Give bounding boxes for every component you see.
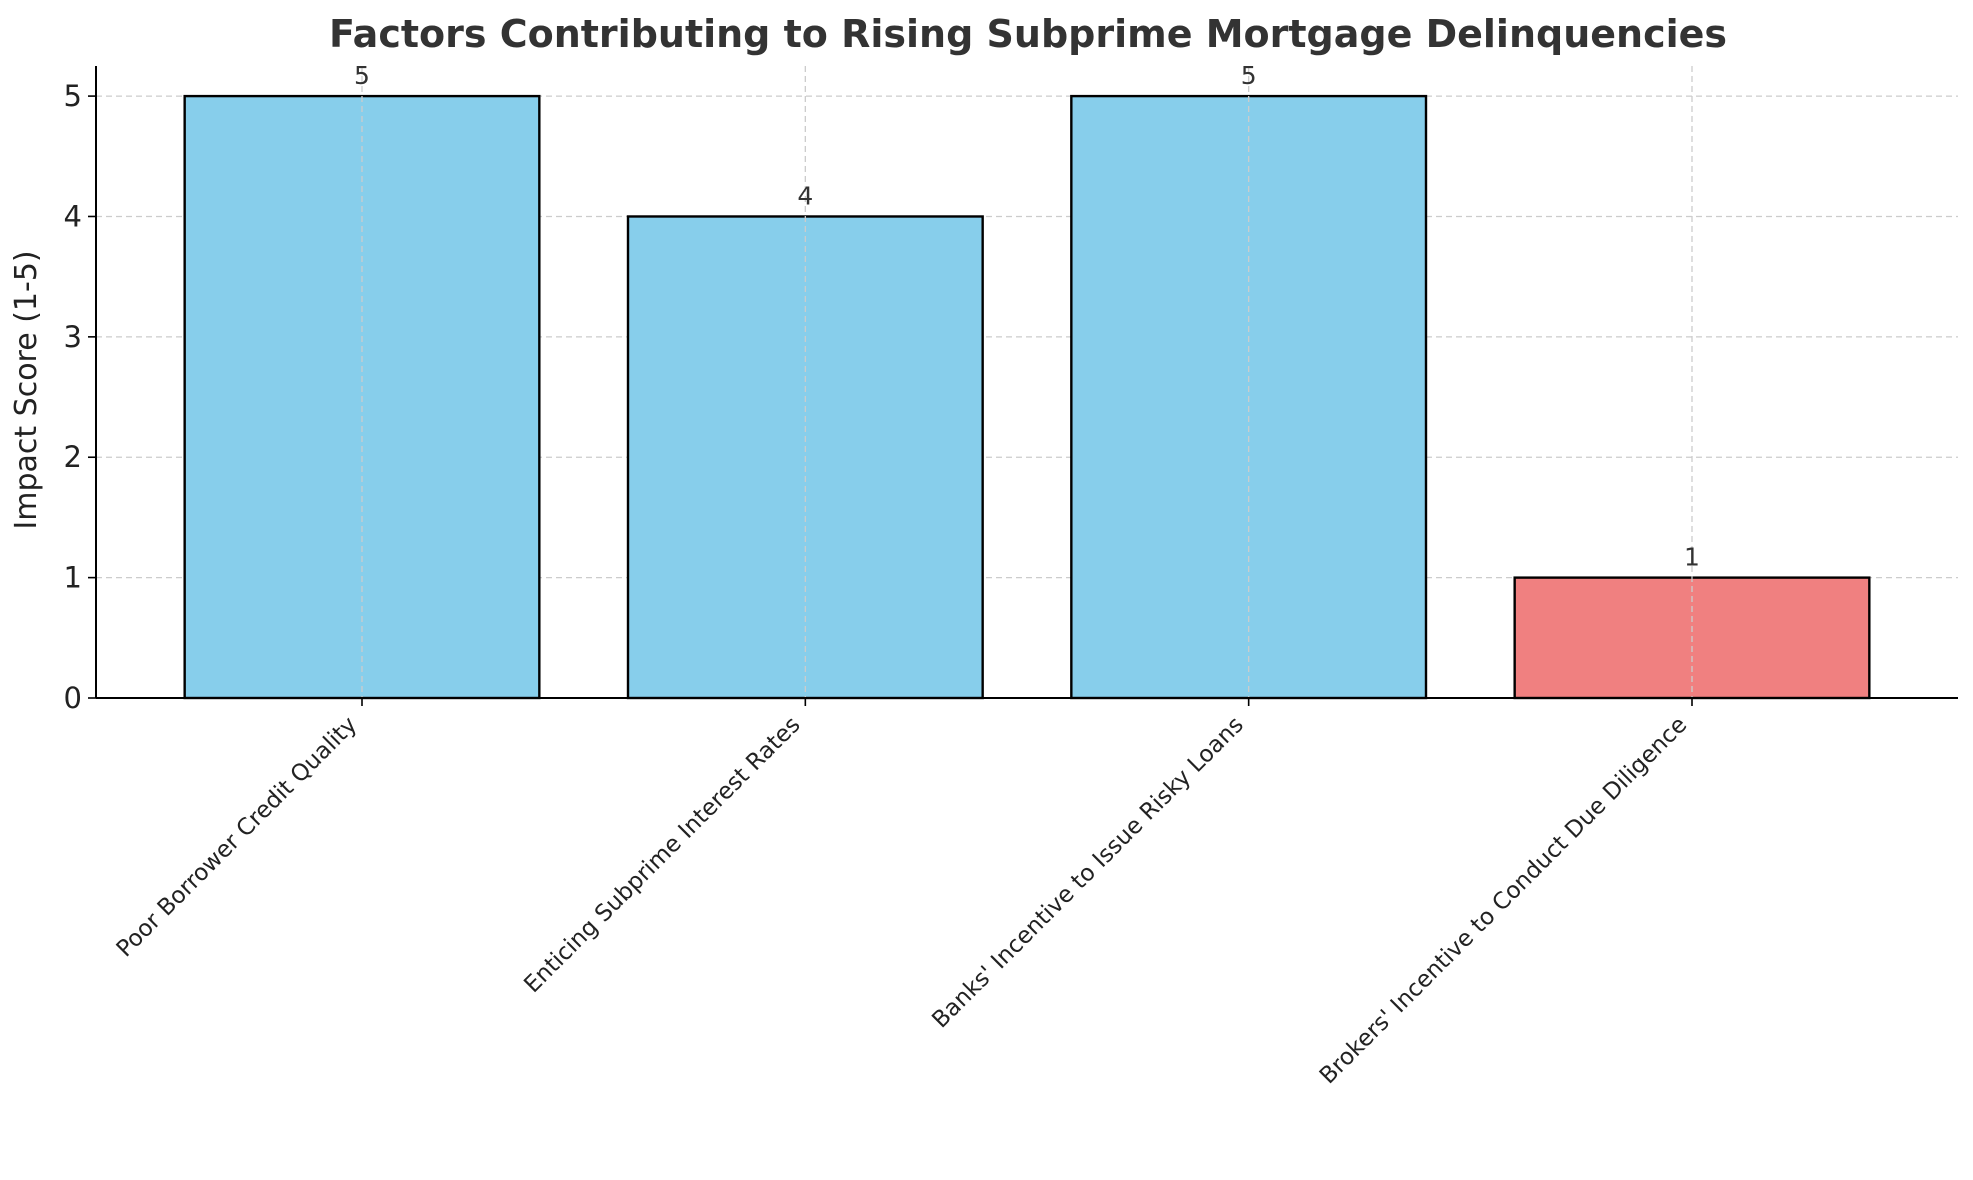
chart-title: Factors Contributing to Rising Subprime … bbox=[329, 12, 1727, 56]
y-tick-label: 3 bbox=[64, 320, 82, 354]
y-tick-label: 5 bbox=[64, 79, 82, 113]
bar-value-label: 5 bbox=[354, 61, 370, 90]
y-tick-label: 2 bbox=[64, 440, 82, 474]
x-tick-label: Enticing Subprime Interest Rates bbox=[519, 712, 805, 998]
y-axis-label: Impact Score (1-5) bbox=[9, 250, 44, 529]
axes bbox=[88, 66, 1958, 706]
bar-value-label: 5 bbox=[1241, 61, 1257, 90]
bars bbox=[183, 94, 1871, 700]
y-tick-label: 4 bbox=[64, 199, 82, 233]
x-tick-label: Brokers' Incentive to Conduct Due Dilige… bbox=[1315, 712, 1692, 1089]
bar-value-labels: 5 4 5 1 bbox=[354, 61, 1700, 698]
bar-value-label: 4 bbox=[797, 181, 813, 210]
x-tick-label: Banks' Incentive to Issue Risky Loans bbox=[927, 712, 1249, 1034]
y-tick-label: 0 bbox=[64, 681, 82, 715]
bar-value-label: 1 bbox=[1684, 543, 1700, 572]
y-tick-label: 1 bbox=[64, 561, 82, 595]
x-tick-label: Poor Borrower Credit Quality bbox=[112, 712, 363, 963]
